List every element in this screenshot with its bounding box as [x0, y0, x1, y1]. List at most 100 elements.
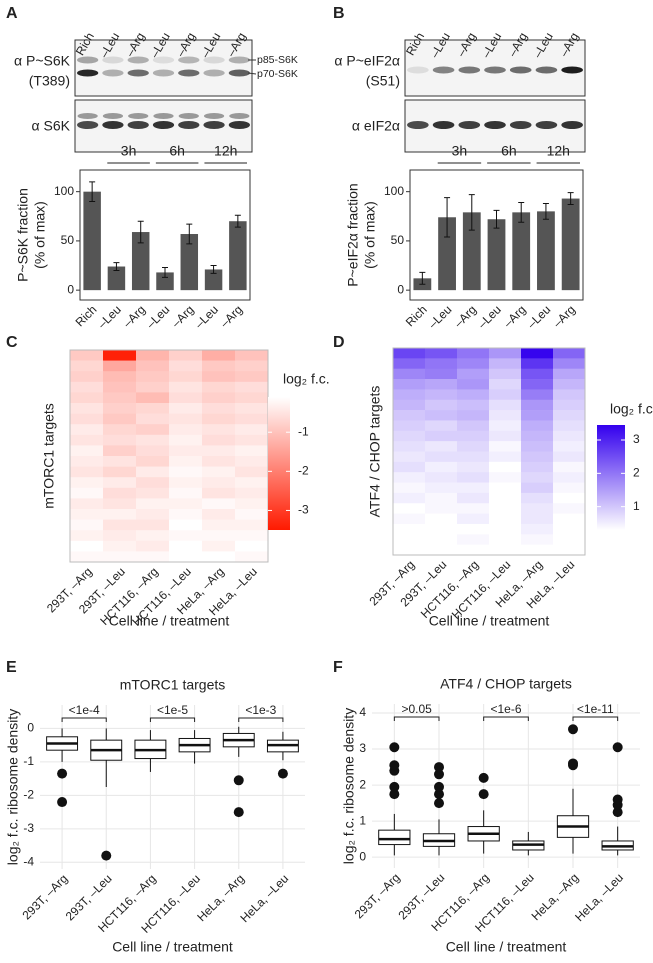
x-tick-label: –Leu [475, 302, 504, 331]
heatmap-cell [235, 477, 269, 489]
heatmap-cell [489, 472, 522, 483]
heatmap-cell [457, 503, 490, 514]
heatmap-cell [235, 350, 269, 361]
heatmap-cell [103, 445, 137, 457]
heatmap-cell [169, 530, 203, 542]
heatmap-cell [202, 509, 236, 520]
heatmap-cell [553, 523, 586, 535]
outlier [233, 775, 244, 786]
x-tick-label: –Leu [144, 302, 173, 331]
heatmap-cell [202, 477, 236, 489]
heatmap-cell [457, 544, 490, 556]
blot-band [102, 121, 124, 129]
heatmap-cell [169, 381, 203, 393]
y-tick-label: -1 [23, 754, 34, 768]
heatmap-cell [393, 472, 426, 483]
heatmap-cell [393, 410, 426, 421]
blot-band [77, 69, 99, 77]
significance-label: <1e-11 [577, 702, 614, 716]
panel-letter: F [333, 659, 343, 676]
heatmap-cell [136, 434, 170, 446]
blot-band [535, 66, 558, 74]
heatmap-cell [393, 420, 426, 432]
heatmap-cell [489, 348, 522, 359]
error-bar [234, 214, 241, 228]
heatmap-cell [70, 487, 104, 499]
heatmap-cell [235, 487, 269, 499]
error-bar [210, 265, 217, 274]
y-axis-label: (% of max) [362, 201, 378, 269]
heatmap-cell [425, 441, 458, 452]
bar [487, 219, 506, 291]
outlier [568, 758, 578, 769]
heatmap-cell [553, 420, 586, 432]
heatmap-cell [489, 368, 522, 380]
blot-band [128, 113, 149, 119]
heatmap-cell [521, 482, 554, 494]
heatmap-cell [425, 461, 458, 473]
heatmap-cell [202, 498, 236, 510]
bar [83, 191, 101, 291]
heatmap-cell [553, 461, 586, 473]
box [378, 829, 411, 846]
heatmap-cell [425, 368, 458, 380]
x-tick-label: HeLa, –Leu [572, 870, 626, 924]
x-tick-label: –Arg [217, 302, 245, 330]
y-tick-label: -3 [23, 821, 34, 835]
heatmap-cell [457, 472, 490, 483]
heatmap-cell [393, 534, 426, 545]
blot-band [127, 121, 149, 129]
blot-band [432, 66, 455, 74]
colorbar-title: log₂ f.c. [283, 371, 330, 387]
x-tick-label: 293T, –Arg [352, 870, 403, 921]
heatmap-cell [425, 379, 458, 390]
bar [438, 217, 456, 291]
blot-band [203, 56, 225, 64]
heatmap-cell [489, 534, 522, 545]
heatmap-cell [136, 509, 170, 520]
heatmap-cell [553, 379, 586, 390]
heatmap-cell [457, 461, 490, 473]
x-tick-label: –Leu [426, 302, 455, 331]
blot-band [509, 121, 532, 129]
colorbar [597, 425, 625, 530]
heatmap-cell [457, 399, 490, 411]
outlier [434, 769, 444, 780]
heatmap-cell [169, 445, 203, 457]
heatmap-cell [489, 379, 522, 390]
heatmap-cell [235, 456, 269, 467]
heatmap-cell [70, 509, 104, 520]
panel-letter: D [333, 334, 345, 351]
heatmap-cell [457, 482, 490, 494]
heatmap-cell [136, 456, 170, 467]
heatmap-cell [202, 360, 236, 372]
blot-band [178, 121, 200, 129]
blot-band [102, 56, 124, 64]
outlier [434, 762, 444, 773]
heatmap-cell [202, 350, 236, 361]
heatmap-cell [425, 523, 458, 535]
heatmap-cell [103, 392, 137, 404]
heatmap-cell [553, 410, 586, 421]
heatmap-cell [553, 492, 586, 504]
heatmap-cell [169, 509, 203, 520]
heatmap-cell [553, 348, 586, 359]
heatmap-cell [169, 424, 203, 436]
heatmap-cell [70, 392, 104, 404]
heatmap-cell [393, 492, 426, 504]
outlier [434, 798, 444, 809]
y-axis-label: P~S6K fraction [15, 188, 31, 282]
x-axis-label: Cell line / treatment [446, 939, 567, 955]
heatmap-cell [521, 410, 554, 421]
significance-bracket [483, 716, 529, 721]
blot-band [152, 69, 175, 77]
heatmap-cell [202, 392, 236, 404]
heatmap-cell [457, 441, 490, 452]
heatmap-cell [521, 379, 554, 390]
blot-band [127, 69, 149, 77]
heatmap-cell [521, 441, 554, 452]
heatmap-cell [521, 472, 554, 483]
y-tick-label: 100 [54, 184, 74, 198]
significance-label: >0.05 [401, 702, 432, 716]
